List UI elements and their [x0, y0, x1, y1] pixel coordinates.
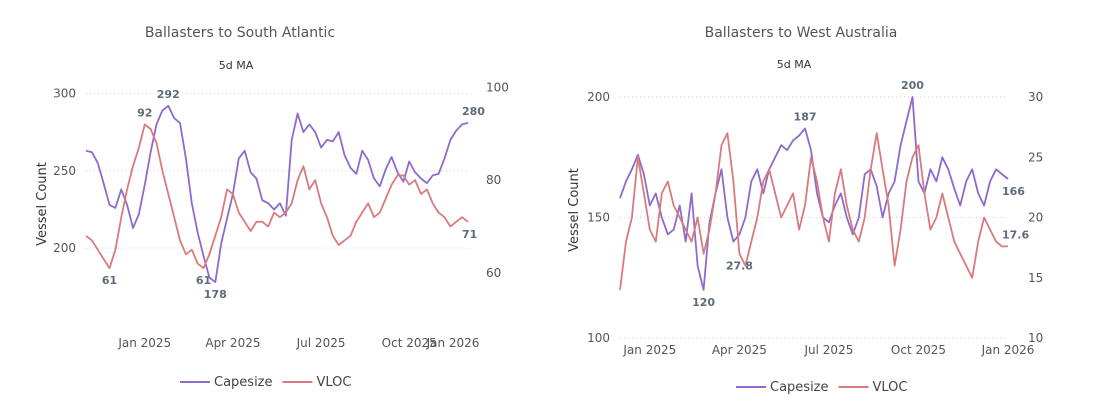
data-label: 61: [196, 274, 211, 287]
y-right-tick-label: 25: [1028, 150, 1043, 164]
data-label: 166: [1002, 185, 1025, 198]
y-right-tick-label: 20: [1028, 211, 1043, 225]
y-left-tick-label: 150: [587, 211, 610, 225]
x-tick-label: Jan 2026: [981, 343, 1035, 357]
x-tick-label: Jan 2025: [117, 336, 171, 350]
data-label: 17.6: [1002, 228, 1029, 241]
y-left-tick-label: 300: [53, 86, 76, 100]
x-tick-label: Oct 2025: [382, 336, 437, 350]
data-label: 92: [137, 106, 152, 119]
chart-subtitle: 5d MA: [777, 58, 812, 71]
data-label: 120: [692, 296, 715, 309]
y-right-tick-label: 10: [1028, 331, 1043, 345]
data-label: 178: [204, 288, 227, 301]
x-tick-label: Jan 2025: [622, 343, 676, 357]
chart-title: Ballasters to South Atlantic: [145, 25, 335, 41]
data-label: 71: [462, 228, 477, 241]
legend: Capesize VLOC: [736, 380, 907, 395]
data-label: 200: [901, 79, 924, 92]
y-left-tick-label: 100: [587, 331, 610, 345]
chart-2: Ballasters to West Australia 5d MA 100 150 2…: [567, 25, 1043, 395]
x-tick-label: Apr 2025: [712, 343, 767, 357]
y-right-tick-label: 15: [1028, 271, 1043, 285]
data-label: 61: [102, 274, 117, 287]
x-tick-label: Jul 2025: [804, 343, 854, 357]
y-left-tick-label: 250: [53, 164, 76, 178]
chart-1: Ballasters to South Atlantic 5d MA 200 250 3…: [35, 25, 509, 390]
legend-label: Capesize: [214, 375, 273, 390]
y-right-tick-label: 30: [1028, 90, 1043, 104]
y-right-tick-label: 60: [486, 266, 501, 280]
y-axis-label: Vessel Count: [567, 168, 582, 252]
chart-title: Ballasters to West Australia: [705, 25, 898, 41]
y-left-tick-label: 200: [53, 241, 76, 255]
x-tick-label: Jul 2025: [296, 336, 346, 350]
data-label: 187: [794, 110, 817, 123]
series-line-vloc: [85, 123, 469, 270]
x-tick-label: Jan 2026: [426, 336, 480, 350]
legend: Capesize VLOC: [180, 375, 351, 390]
x-tick-label: Oct 2025: [891, 343, 946, 357]
data-label: 280: [462, 105, 485, 118]
y-axis-label: Vessel Count: [35, 162, 50, 246]
y-left-tick-label: 200: [587, 90, 610, 104]
y-right-tick-label: 80: [486, 173, 501, 187]
series-line-capesize: [619, 96, 1009, 291]
data-label: 27.8: [726, 260, 753, 273]
x-tick-label: Apr 2025: [205, 336, 260, 350]
data-label: 292: [157, 88, 180, 101]
y-right-tick-label: 100: [486, 80, 509, 94]
chart-subtitle: 5d MA: [219, 59, 254, 72]
legend-label: VLOC: [873, 380, 908, 395]
legend-label: VLOC: [317, 375, 352, 390]
series-line-vloc: [619, 132, 1008, 290]
legend-label: Capesize: [770, 380, 829, 395]
